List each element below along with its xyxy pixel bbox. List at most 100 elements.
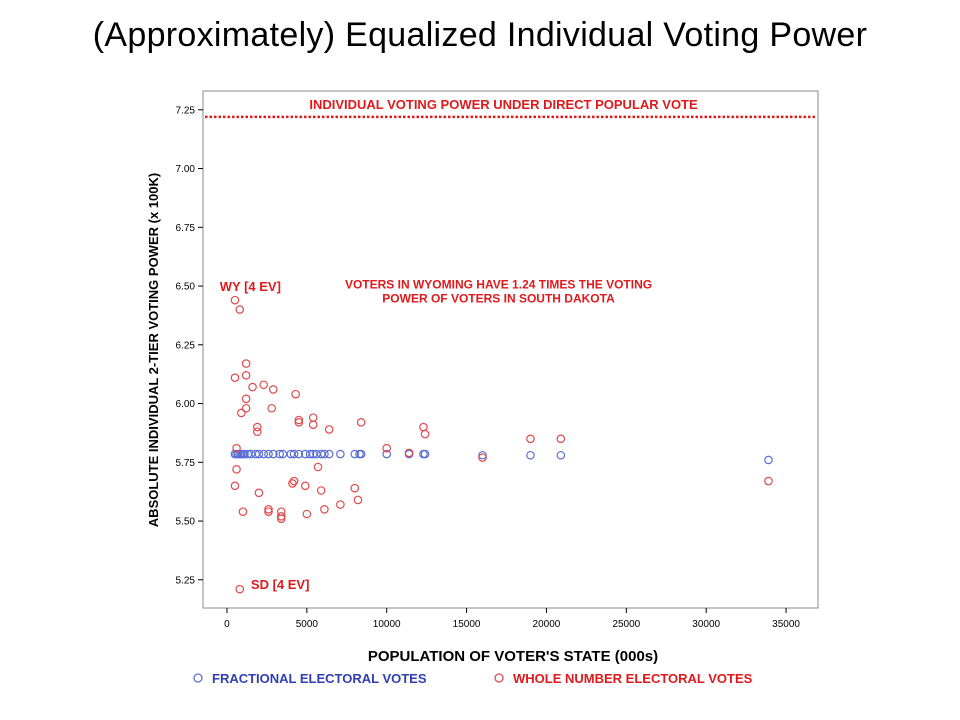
y-tick-label: 6.50 bbox=[176, 282, 196, 293]
legend: FRACTIONAL ELECTORAL VOTES WHOLE NUMBER … bbox=[193, 671, 753, 686]
whole-ev-point bbox=[526, 434, 535, 444]
y-axis: 5.25 5.50 5.75 6.00 6.25 6.50 6.75 7.00 7.25 bbox=[176, 105, 203, 586]
whole-ev-point bbox=[232, 443, 241, 453]
whole-ev-point bbox=[230, 295, 240, 305]
fractional-ev-point bbox=[268, 449, 278, 459]
whole-ev-point bbox=[230, 373, 240, 383]
y-tick-label: 5.50 bbox=[176, 517, 196, 528]
whole-ev-point bbox=[230, 481, 240, 491]
plot-area bbox=[202, 90, 819, 609]
fractional-ev-point bbox=[305, 449, 315, 459]
x-tick-label: 5000 bbox=[296, 619, 319, 630]
whole-ev-point bbox=[350, 483, 360, 493]
fractional-ev-point bbox=[336, 449, 345, 459]
annotation-text: WY [4 EV] bbox=[220, 279, 281, 294]
whole-ev-point bbox=[316, 486, 326, 495]
y-tick-label: 6.75 bbox=[176, 223, 196, 234]
fractional-ev-point bbox=[764, 455, 773, 465]
whole-ev-point bbox=[320, 504, 329, 514]
fractional-ev-point bbox=[264, 449, 273, 459]
x-tick-label: 15000 bbox=[453, 619, 481, 630]
whole-ev-point bbox=[232, 465, 241, 474]
whole-ev-point bbox=[241, 359, 251, 368]
fractional-ev-point bbox=[382, 449, 392, 459]
fractional-ev-point bbox=[324, 449, 334, 459]
whole-ev-point bbox=[324, 425, 334, 434]
whole-ev-point bbox=[276, 512, 286, 521]
fractional-ev-point bbox=[289, 449, 299, 459]
x-tick-label: 0 bbox=[224, 619, 230, 630]
y-tick-label: 5.25 bbox=[176, 575, 196, 586]
y-axis-title: ABSOLUTE INDIVIDUAL 2-TIER VOTING POWER … bbox=[146, 173, 161, 527]
x-tick-label: 30000 bbox=[692, 619, 720, 630]
whole-ev-point bbox=[235, 584, 245, 594]
data-points bbox=[230, 295, 773, 594]
whole-ev-point bbox=[253, 422, 262, 432]
fractional-ev-point bbox=[275, 449, 284, 459]
fractional-ev-point bbox=[240, 449, 249, 459]
y-tick-label: 6.25 bbox=[176, 340, 196, 351]
annotations: WY [4 EV] SD [4 EV] VOTERS IN WYOMING HAVE… bbox=[220, 277, 652, 592]
x-tick-label: 35000 bbox=[772, 619, 800, 630]
whole-ev-point bbox=[382, 443, 392, 453]
whole-ev-point bbox=[294, 418, 304, 427]
whole-ev-point bbox=[764, 476, 773, 486]
whole-ev-point bbox=[264, 507, 273, 516]
annotation-text: POWER OF VOTERS IN SOUTH DAKOTA bbox=[382, 292, 615, 306]
fractional-ev-point bbox=[420, 449, 430, 459]
whole-ev-point bbox=[267, 403, 276, 413]
annotation-text: SD [4 EV] bbox=[251, 577, 310, 592]
whole-ev-point bbox=[556, 434, 566, 444]
whole-ev-point bbox=[253, 427, 262, 437]
whole-ev-point bbox=[241, 403, 251, 413]
whole-ev-point bbox=[268, 385, 278, 394]
whole-ev-point bbox=[259, 380, 269, 390]
whole-ev-point bbox=[276, 514, 286, 524]
fractional-ev-point bbox=[294, 449, 304, 459]
fractional-ev-point bbox=[478, 450, 487, 460]
legend-marker-whole bbox=[494, 673, 504, 683]
x-tick-label: 10000 bbox=[373, 619, 401, 630]
whole-ev-point bbox=[254, 488, 264, 498]
legend-label-fractional: FRACTIONAL ELECTORAL VOTES bbox=[212, 671, 427, 686]
fractional-ev-point bbox=[350, 449, 360, 459]
x-tick-label: 25000 bbox=[612, 619, 640, 630]
fractional-ev-point bbox=[254, 449, 264, 459]
whole-ev-point bbox=[238, 507, 248, 516]
fractional-ev-point bbox=[356, 449, 366, 459]
y-tick-label: 7.25 bbox=[176, 105, 196, 116]
whole-ev-point bbox=[353, 495, 363, 505]
whole-ev-point bbox=[478, 453, 487, 462]
fractional-ev-point bbox=[526, 450, 535, 460]
direct-popular-vote-label: INDIVIDUAL VOTING POWER UNDER DIRECT POP… bbox=[309, 97, 698, 112]
slide-title: (Approximately) Equalized Individual Vot… bbox=[92, 16, 868, 54]
x-axis: 0 5000 10000 15000 20000 25000 30000 35000 bbox=[224, 608, 800, 630]
whole-ev-point bbox=[404, 448, 414, 458]
whole-ev-point bbox=[356, 418, 366, 427]
whole-ev-point bbox=[248, 382, 257, 392]
whole-ev-point bbox=[336, 500, 345, 509]
whole-ev-point bbox=[308, 420, 318, 430]
whole-ev-point bbox=[241, 371, 251, 380]
whole-ev-point bbox=[235, 305, 245, 314]
whole-ev-point bbox=[288, 479, 297, 488]
whole-ev-point bbox=[313, 462, 323, 472]
fractional-ev-point bbox=[259, 449, 269, 459]
whole-ev-point bbox=[420, 429, 430, 439]
whole-ev-point bbox=[294, 415, 304, 425]
whole-ev-point bbox=[241, 394, 251, 404]
x-tick-label: 20000 bbox=[533, 619, 561, 630]
legend-label-whole: WHOLE NUMBER ELECTORAL VOTES bbox=[513, 671, 753, 686]
y-tick-label: 5.75 bbox=[176, 458, 196, 469]
annotation-text: VOTERS IN WYOMING HAVE 1.24 TIMES THE VO… bbox=[345, 277, 652, 291]
whole-ev-point bbox=[291, 389, 300, 399]
whole-ev-point bbox=[289, 476, 299, 486]
whole-ev-point bbox=[302, 509, 312, 519]
whole-ev-point bbox=[237, 408, 246, 418]
legend-marker-fractional bbox=[193, 673, 203, 683]
fractional-ev-point bbox=[556, 450, 566, 460]
whole-ev-point bbox=[300, 481, 310, 491]
y-tick-label: 6.00 bbox=[176, 399, 196, 410]
fractional-ev-point bbox=[320, 449, 329, 459]
